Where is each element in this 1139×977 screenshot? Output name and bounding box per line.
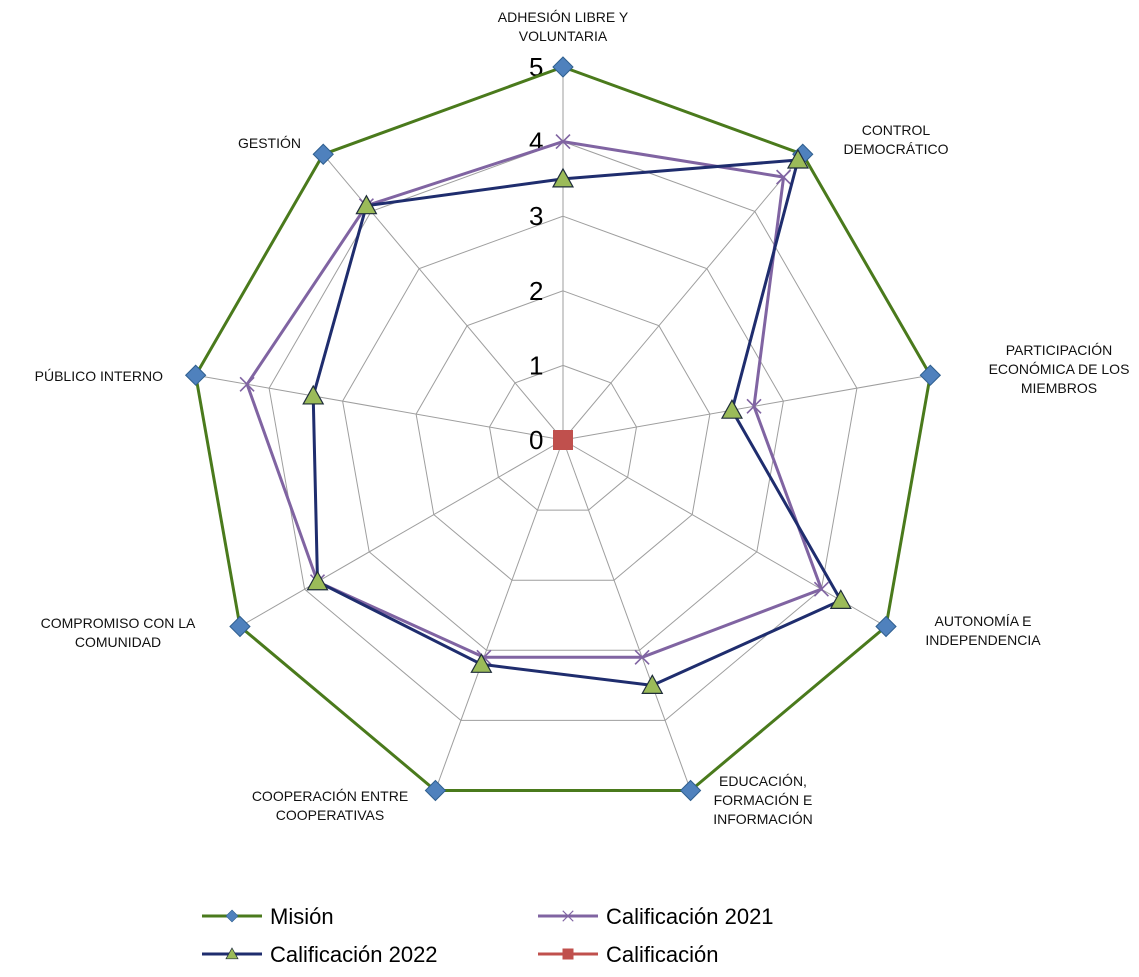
legend-swatch-marker: [225, 909, 239, 923]
point-calificacion-2021-participacion-economica-de-los-miembros: [746, 398, 762, 414]
point-calificacion-2022-participacion-economica-de-los-miembros: [720, 398, 743, 419]
series-calificacion: [553, 430, 573, 450]
legend-item-calificacion-2021: Calificación 2021: [538, 904, 774, 929]
series-layer: [184, 56, 942, 802]
legend-swatch-marker: [225, 947, 239, 960]
legend-label: Calificación 2021: [606, 904, 774, 929]
legend-label: Calificación: [606, 942, 719, 967]
spoke-compromiso-con-la-comunidad: [239, 439, 564, 627]
point-mision-adhesion-libre-y-voluntaria: [552, 56, 574, 78]
series-calificacion-2021: [239, 134, 829, 665]
point-calificacion-2021-autonomia-e-independencia: [813, 581, 829, 597]
point-mision-cooperacion-entre-cooperativas: [424, 779, 447, 802]
point-mision-compromiso-con-la-comunidad: [229, 615, 251, 638]
grid-ring-4: [268, 141, 858, 721]
category-label-participacion-economica-de-los-miembros: PARTICIPACIÓN ECONÓMICA DE LOS MIEMBROS: [989, 342, 1130, 396]
category-label-adhesion-libre-y-voluntaria: ADHESIÓN LIBRE Y VOLUNTARIA: [498, 9, 629, 44]
point-calificacion-2021-control-democratico: [776, 169, 792, 185]
category-label-gestion: GESTIÓN: [238, 135, 301, 151]
point-mision-participacion-economica-de-los-miembros: [919, 364, 942, 386]
point-calificacion-2022-publico-interno: [302, 384, 325, 405]
spoke-educacion-formacion-e-informacion: [562, 439, 692, 791]
legend: Misión Calificación 2021 Calificación 2022…: [202, 904, 774, 967]
tick-label-2: 2: [529, 276, 543, 306]
series-calificacion-2022: [302, 148, 852, 694]
spoke-participacion-economica-de-los-miembros: [562, 374, 931, 441]
tick-label-0: 0: [529, 425, 543, 455]
legend-label: Calificación 2022: [270, 942, 438, 967]
category-label-publico-interno: PÚBLICO INTERNO: [35, 368, 163, 384]
legend-swatch-marker: [562, 948, 574, 960]
spoke-control-democratico: [562, 153, 804, 441]
legend-label: Misión: [270, 904, 334, 929]
spoke-gestion: [322, 153, 564, 441]
point-calificacion-2021-educacion-formacion-e-informacion: [634, 649, 650, 665]
grid-ring-3: [342, 215, 784, 651]
point-calificacion-gestion: [553, 430, 573, 450]
series-line-calificacion-2022: [311, 158, 843, 687]
legend-item-calificacion-2022: Calificación 2022: [202, 942, 438, 967]
category-label-autonomia-e-independencia: AUTONOMÍA E INDEPENDENCIA: [925, 613, 1041, 648]
category-label-control-democratico: CONTROL DEMOCRÁTICO: [844, 122, 949, 157]
grid-ring-2: [415, 290, 711, 581]
point-calificacion-2022-adhesion-libre-y-voluntaria: [551, 167, 575, 188]
spoke-autonomia-e-independencia: [562, 439, 887, 627]
point-mision-gestion: [312, 143, 334, 165]
category-label-compromiso-con-la-comunidad: COMPROMISO CON LA COMUNIDAD: [41, 615, 196, 650]
point-calificacion-2022-cooperacion-entre-cooperativas: [470, 653, 493, 673]
tick-label-3: 3: [529, 201, 543, 231]
grid-ring-1: [488, 364, 638, 511]
series-line-calificacion-2021: [245, 140, 823, 659]
point-mision-educacion-formacion-e-informacion: [679, 779, 702, 802]
series-line-mision: [194, 65, 932, 792]
spoke-publico-interno: [195, 374, 564, 441]
legend-item-calificacion: Calificación: [538, 942, 719, 967]
point-calificacion-2022-gestion: [355, 194, 378, 215]
point-mision-autonomia-e-independencia: [875, 615, 897, 638]
point-calificacion-2021-publico-interno: [239, 376, 255, 392]
point-calificacion-2022-compromiso-con-la-comunidad: [306, 570, 329, 591]
point-calificacion-2022-educacion-formacion-e-informacion: [641, 674, 664, 694]
spoke-cooperacion-entre-cooperativas: [434, 439, 564, 791]
legend-swatch-marker: [562, 910, 574, 922]
category-label-cooperacion-entre-cooperativas: COOPERACIÓN ENTRE COOPERATIVAS: [252, 788, 408, 823]
point-calificacion-2022-control-democratico: [786, 148, 809, 169]
category-label-educacion-formacion-e-informacion: EDUCACIÓN, FORMACIÓN E INFORMACIÓN: [713, 773, 813, 827]
series-mision: [184, 56, 942, 802]
tick-label-1: 1: [529, 350, 543, 380]
point-mision-publico-interno: [184, 364, 207, 386]
category-labels: ADHESIÓN LIBRE Y VOLUNTARIA CONTROL DEMOCRÁ…: [35, 9, 1130, 827]
point-calificacion-2022-autonomia-e-independencia: [829, 589, 852, 609]
point-calificacion-2021-adhesion-libre-y-voluntaria: [555, 134, 571, 150]
legend-item-mision: Misión: [202, 904, 334, 929]
